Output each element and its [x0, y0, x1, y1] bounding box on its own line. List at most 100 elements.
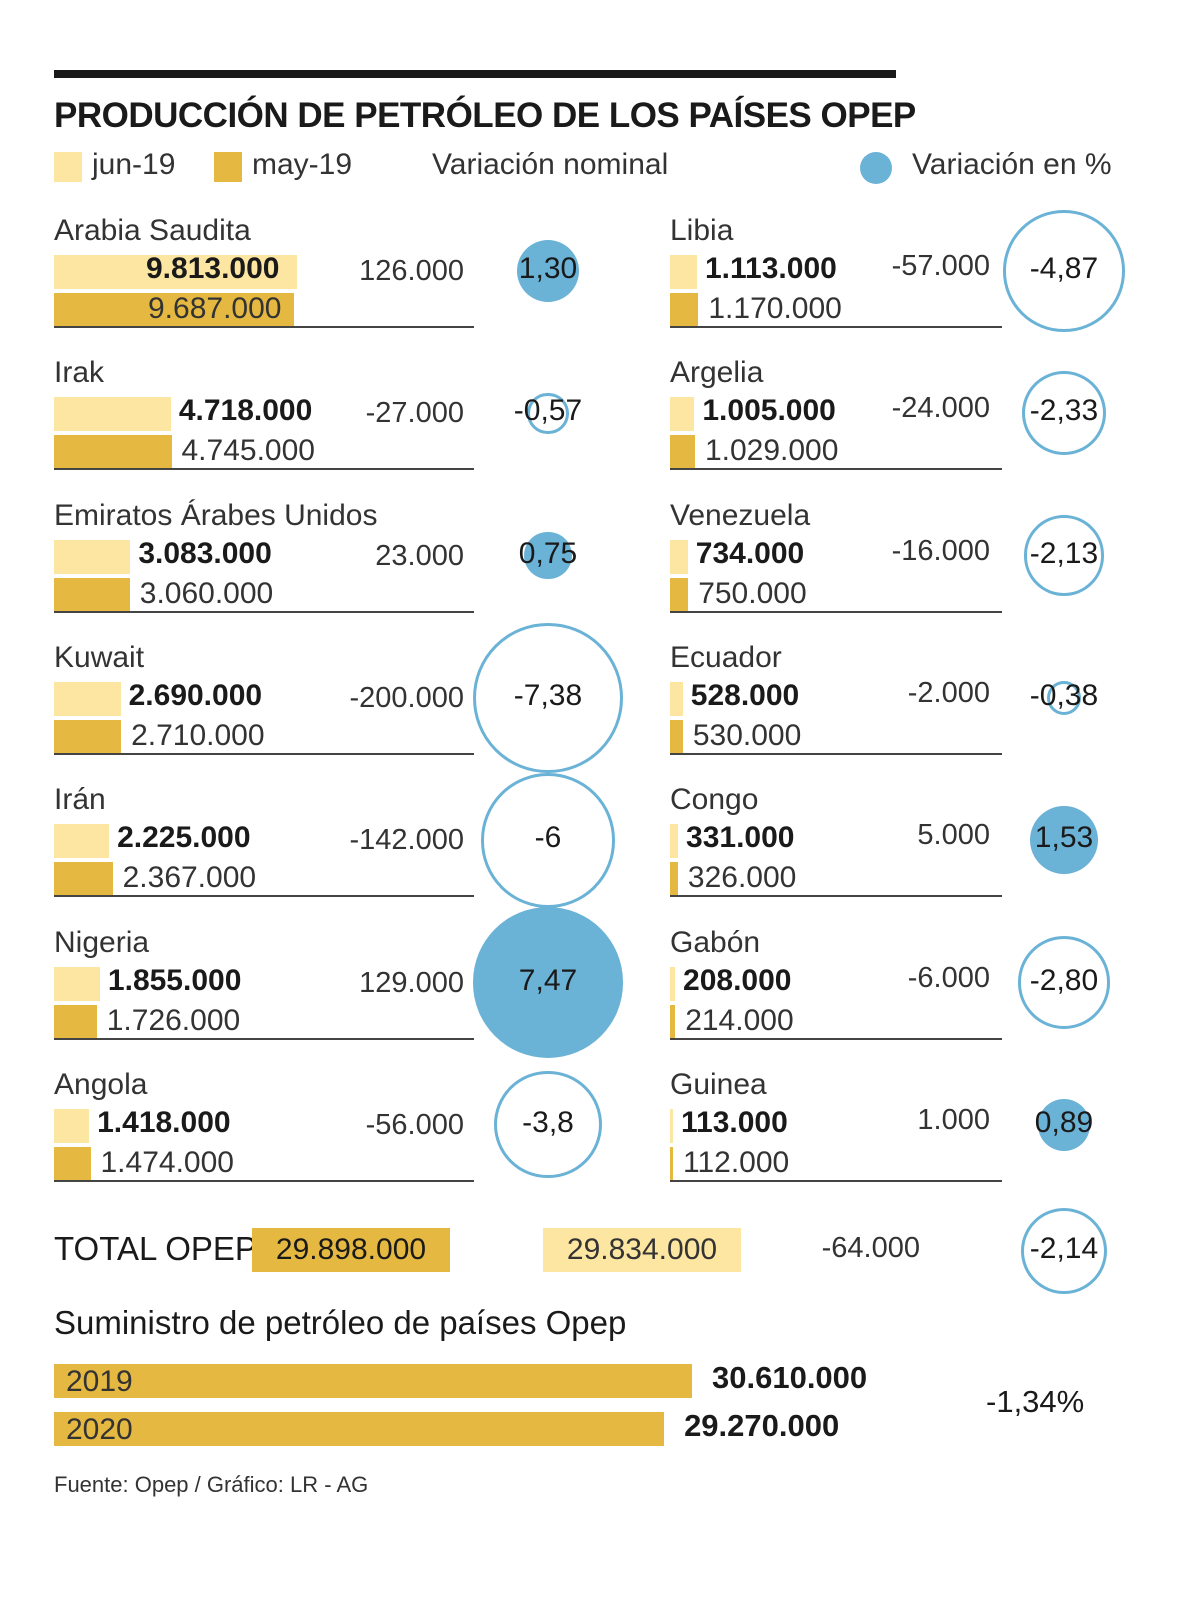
bar-jun	[670, 681, 683, 716]
percent-label: -2,13	[1029, 536, 1099, 570]
legend-may-label: may-19	[252, 148, 353, 181]
total-jun-value: 29.898.000	[252, 1228, 450, 1272]
chart-title: PRODUCCIÓN DE PETRÓLEO DE LOS PAÍSES OPE…	[54, 96, 916, 135]
row-rule	[670, 326, 1002, 328]
row-rule	[54, 1037, 474, 1040]
country-name: Argelia	[670, 356, 764, 390]
bar-may	[54, 577, 130, 612]
row-rule	[670, 752, 1002, 755]
percent-circle	[473, 623, 623, 773]
row-rule	[54, 610, 474, 613]
percent-label: -7,38	[513, 678, 583, 712]
supply-value: 30.610.000	[712, 1360, 868, 1395]
bar-jun	[54, 539, 131, 574]
row-rule	[54, 752, 474, 755]
percent-circle	[527, 392, 569, 435]
nominal-value: -142.000	[349, 824, 465, 857]
value-jun: 331.000	[686, 821, 795, 855]
supply-title: Suministro de petróleo de países Opep	[54, 1304, 627, 1341]
row-rule	[670, 468, 1002, 471]
supply-value: 29.270.000	[684, 1408, 840, 1443]
value-may: 112.000	[683, 1145, 790, 1179]
value-may: 1.474.000	[100, 1145, 234, 1179]
country-name: Angola	[54, 1067, 148, 1101]
nominal-value: -2.000	[907, 676, 990, 709]
nominal-value: -56.000	[365, 1108, 464, 1141]
bar-jun	[54, 255, 297, 289]
country-name: Emiratos Árabes Unidos	[54, 498, 378, 532]
nominal-value: 126.000	[359, 255, 464, 287]
legend-jun-label: jun-19	[92, 148, 176, 181]
percent-label: 1,53	[1034, 821, 1094, 855]
bar-may	[670, 577, 689, 612]
total-percent-circle	[1021, 1208, 1107, 1294]
row-rule	[670, 610, 1002, 613]
value-may: 2.710.000	[131, 718, 265, 752]
bar-may	[54, 1004, 97, 1039]
row-rule	[54, 468, 474, 471]
supply-bar	[54, 1364, 692, 1398]
percent-circle	[524, 531, 572, 580]
legend-may-swatch	[214, 152, 242, 182]
bar-may	[670, 293, 699, 327]
supply-year: 2019	[66, 1365, 133, 1398]
bar-jun	[670, 1108, 673, 1143]
value-jun: 734.000	[695, 536, 805, 570]
bar-may	[670, 435, 695, 470]
legend-percent-label: Variación en %	[912, 148, 1112, 181]
percent-label: -2,80	[1029, 963, 1099, 997]
bar-jun	[54, 824, 110, 859]
percent-label: 0,89	[1034, 1105, 1094, 1139]
value-jun: 1.113.000	[705, 252, 837, 285]
value-may: 214.000	[685, 1003, 794, 1037]
country-name: Venezuela	[670, 498, 811, 532]
total-nominal: -64.000	[821, 1232, 920, 1264]
value-jun: 113.000	[681, 1105, 788, 1139]
percent-label: -6	[534, 821, 562, 855]
bar-may	[670, 862, 678, 897]
nominal-value: -200.000	[349, 681, 465, 714]
nominal-value: 1.000	[917, 1103, 990, 1136]
source-note: Fuente: Opep / Gráfico: LR - AG	[54, 1472, 369, 1497]
percent-label: -0,38	[1029, 678, 1099, 712]
value-jun: 2.690.000	[128, 678, 263, 712]
percent-circle	[1038, 1098, 1090, 1151]
nominal-value: 5.000	[917, 819, 990, 852]
country-name: Arabia Saudita	[54, 214, 251, 247]
country-name: Irán	[54, 783, 106, 817]
bar-may	[670, 1146, 673, 1181]
value-jun: 3.083.000	[138, 536, 272, 570]
row-rule	[670, 1179, 1002, 1182]
percent-circle	[472, 907, 624, 1058]
percent-circle	[480, 772, 616, 908]
percent-circle	[1047, 680, 1081, 715]
bar-jun	[670, 966, 676, 1001]
percent-label: 0,75	[518, 536, 578, 570]
nominal-value: -24.000	[891, 392, 990, 425]
row-rule	[670, 1037, 1002, 1040]
nominal-value: -57.000	[891, 250, 990, 282]
percent-label: -0,57	[513, 394, 583, 428]
percent-circle	[516, 239, 580, 303]
percent-circle	[1017, 936, 1110, 1029]
percent-label: -2,33	[1029, 394, 1099, 428]
total-label: TOTAL OPEP	[54, 1230, 257, 1267]
percent-label: -3,8	[522, 1105, 574, 1139]
value-jun: 4.718.000	[178, 394, 313, 428]
value-may: 2.367.000	[122, 861, 257, 895]
country-name: Gabón	[670, 925, 761, 959]
supply-year: 2020	[66, 1413, 133, 1446]
value-jun: 208.000	[683, 963, 792, 997]
percent-circle	[1023, 515, 1105, 596]
value-may: 530.000	[692, 718, 802, 752]
value-may: 9.687.000	[148, 292, 282, 325]
country-name: Nigeria	[54, 925, 150, 959]
percent-circle	[1003, 210, 1125, 332]
legend-jun-swatch	[54, 152, 82, 182]
value-may: 3.060.000	[139, 576, 274, 610]
total-percent-label: -2,14	[1029, 1232, 1099, 1265]
bar-jun	[670, 397, 695, 432]
value-may: 326.000	[687, 861, 797, 895]
value-jun: 1.005.000	[702, 394, 836, 428]
